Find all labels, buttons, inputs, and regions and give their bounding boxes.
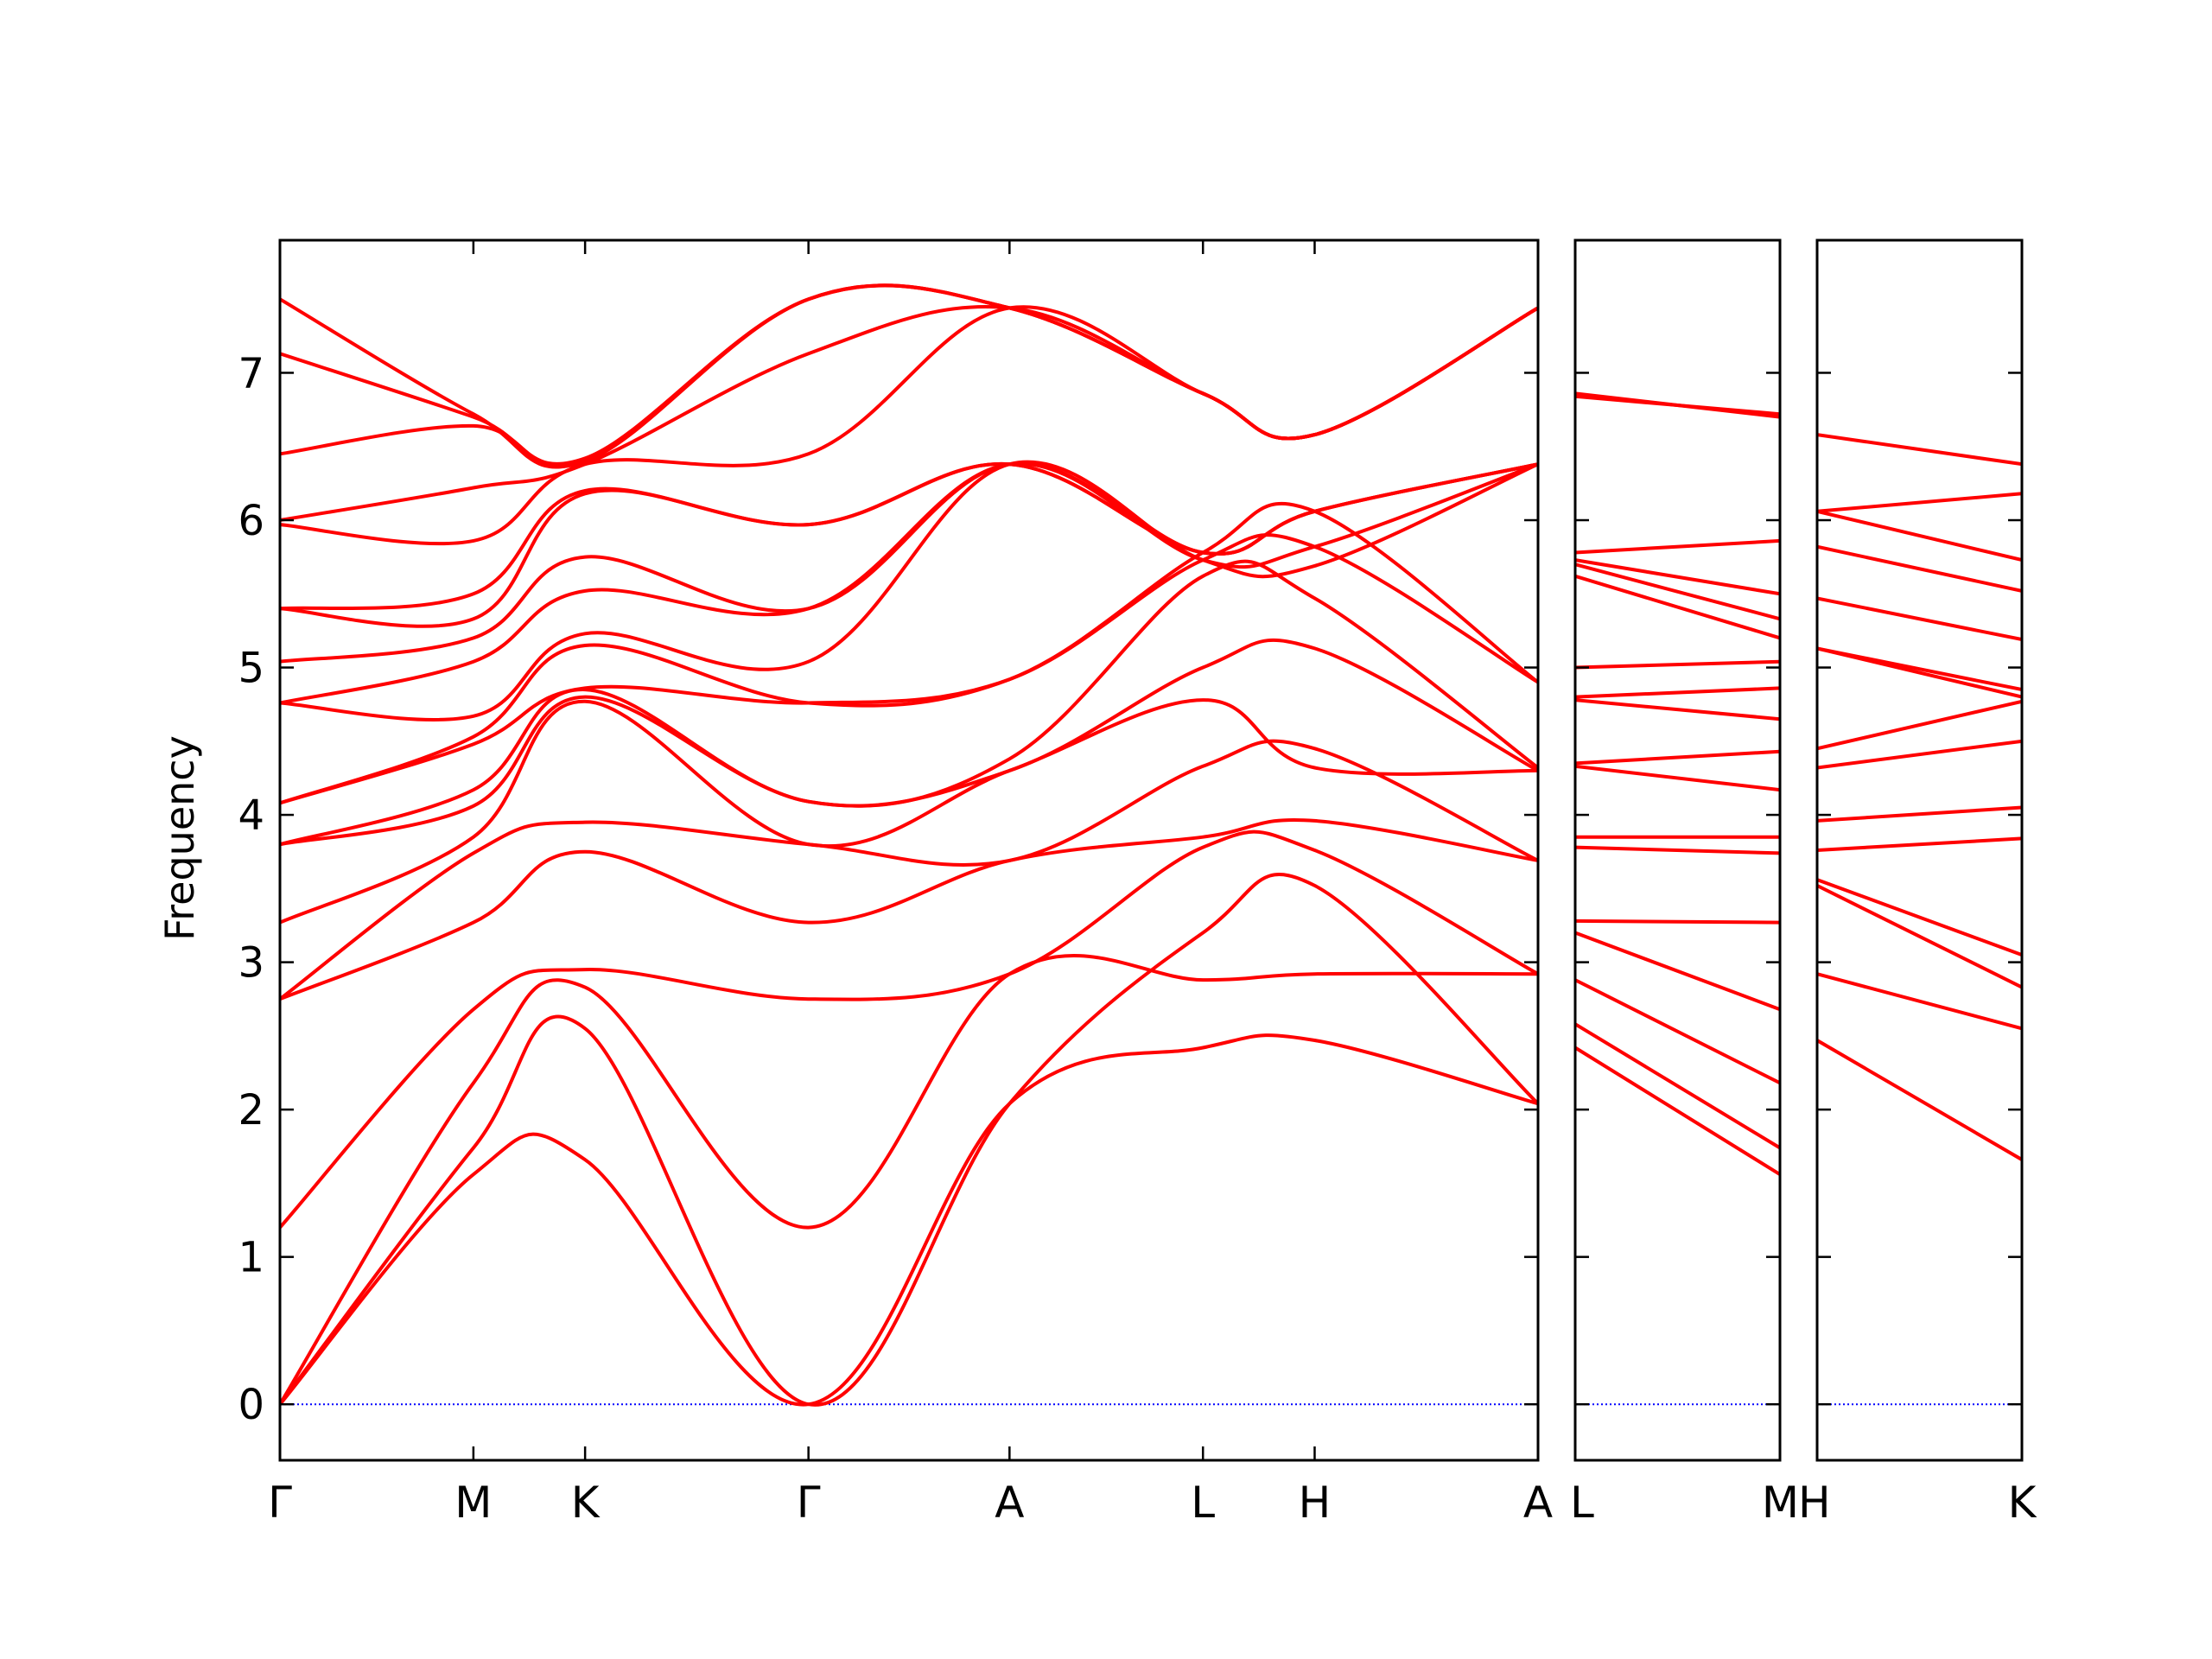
band-line-18 [1575, 394, 1780, 416]
band-line-11 [280, 501, 1538, 805]
band-line-10 [1575, 698, 1780, 721]
band-line-4 [280, 830, 1538, 1229]
band-line-3 [280, 953, 1538, 1406]
x-tick-label: L [1570, 1478, 1594, 1528]
band-line-1 [1817, 1039, 2022, 1161]
band-line-4 [1575, 931, 1780, 1012]
x-tick-label: M [454, 1478, 492, 1528]
band-line-12 [1817, 544, 2022, 593]
x-tick-label: Γ [797, 1478, 821, 1528]
band-line-10 [1817, 646, 2022, 692]
x-tick-label: H [1299, 1478, 1332, 1528]
band-line-9 [1575, 749, 1780, 766]
band-line-12 [280, 460, 1538, 721]
band-line-3 [1575, 978, 1780, 1085]
band-line-4 [1817, 878, 2022, 957]
band-line-9 [280, 559, 1538, 847]
y-tick-label: 4 [238, 791, 264, 840]
band-line-2 [1817, 972, 2022, 1031]
panel-frame [278, 238, 1540, 1462]
band-line-7 [280, 698, 1538, 925]
x-tick-label: Γ [268, 1478, 292, 1528]
panel-frame [1815, 238, 2024, 1462]
band-line-14 [1575, 563, 1780, 621]
band-line-8 [1817, 699, 2022, 751]
band-line-6 [1575, 845, 1780, 855]
band-line-15 [1575, 558, 1780, 596]
y-axis-label: Frequency [156, 735, 203, 941]
x-tick-label: A [1523, 1478, 1553, 1528]
band-line-2 [1575, 1022, 1780, 1150]
band-group [1575, 391, 1780, 1176]
band-line-1 [1575, 1046, 1780, 1176]
band-line-1 [280, 1033, 1538, 1407]
band-line-14 [1817, 492, 2022, 513]
panel-1: 0 1 2 3 4 5 6 7 Γ M K Γ A L H A [238, 238, 1553, 1528]
y-tick-label: 3 [238, 939, 264, 988]
band-line-16 [280, 461, 1538, 611]
x-tick-label: H [1798, 1478, 1831, 1528]
y-tick-label: 5 [238, 645, 264, 693]
x-tick-label: L [1191, 1478, 1215, 1528]
band-line-11 [1817, 596, 2022, 642]
band-line-6 [280, 739, 1538, 1001]
x-tick-label: K [571, 1478, 601, 1528]
x-tick-label: M [1762, 1478, 1799, 1528]
band-line-5 [1575, 918, 1780, 925]
band-line-13 [1575, 574, 1780, 640]
band-line-6 [1817, 805, 2022, 823]
band-line-7 [1817, 739, 2022, 770]
band-line-12 [1575, 659, 1780, 670]
x-tick-label: K [2008, 1478, 2037, 1528]
band-line-5 [280, 817, 1538, 1001]
band-line-8 [280, 638, 1538, 847]
band-group [1817, 433, 2022, 1161]
band-line-2 [280, 873, 1538, 1407]
y-tick-label: 1 [238, 1234, 264, 1282]
x-tick-label: A [995, 1478, 1024, 1528]
y-tick-label: 6 [238, 497, 264, 545]
band-line-21 [280, 283, 1538, 469]
band-line-13 [280, 461, 1538, 705]
y-tick-label: 2 [238, 1086, 264, 1135]
y-tick-label: 7 [238, 349, 264, 397]
band-line-16 [1575, 538, 1780, 555]
band-line-3 [1817, 884, 2022, 989]
y-tick-label: 0 [238, 1381, 264, 1429]
band-line-15 [1817, 433, 2022, 467]
band-group [280, 283, 1538, 1407]
band-line-11 [1575, 686, 1780, 699]
band-line-13 [1817, 509, 2022, 563]
band-line-8 [1575, 764, 1780, 792]
band-line-5 [1817, 836, 2022, 852]
panel-frame [1573, 238, 1782, 1462]
